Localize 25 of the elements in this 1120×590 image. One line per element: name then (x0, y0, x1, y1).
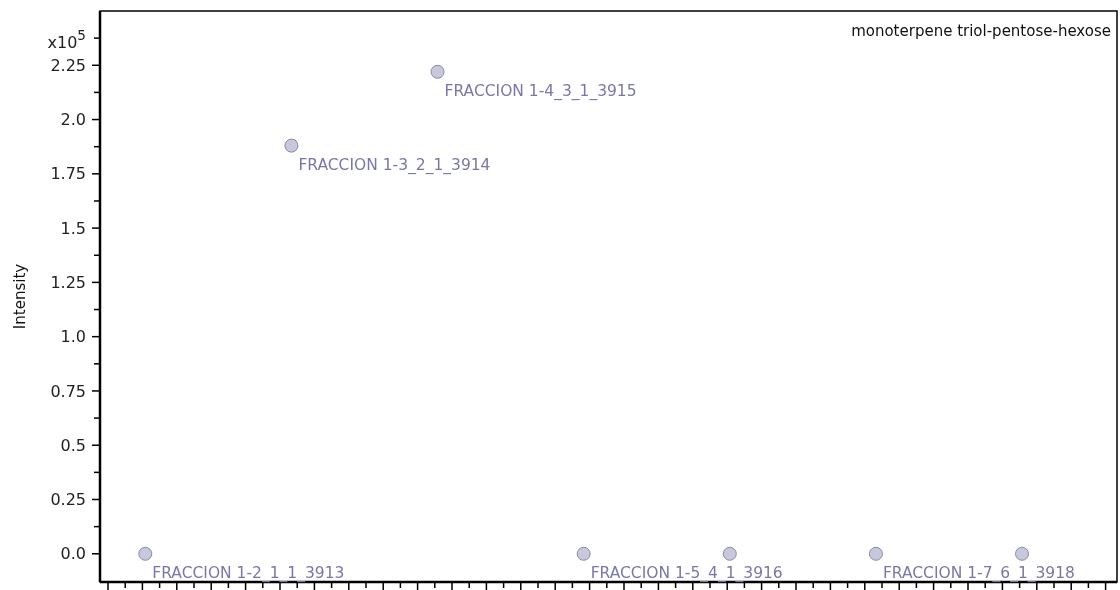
data-label: FRACCION 1-4_3_1_3915 (444, 81, 637, 101)
point (576, 546, 591, 561)
point (722, 546, 737, 561)
point (868, 546, 883, 561)
y-tick-label: 2.25 (50, 55, 86, 75)
y-tick-label: 0.25 (50, 490, 86, 510)
y-axis-title: Intensity (11, 263, 29, 330)
y-tick-label: 0.5 (60, 435, 86, 455)
y-tick-label: 1.5 (60, 218, 86, 238)
data-label: FRACCION 1-7_6_1_3918 (882, 563, 1075, 583)
y-tick-label: 0.75 (50, 381, 86, 401)
y-tick-label: 1.0 (60, 327, 86, 347)
y-tick-label: 1.25 (50, 272, 86, 292)
data-label: FRACCION 1-3_2_1_3914 (298, 155, 491, 175)
point (284, 138, 299, 153)
data-label: FRACCION 1-5_4_1_3916 (590, 563, 783, 583)
point (430, 64, 445, 79)
text: x10$^{5}$ (47, 27, 86, 53)
text: monoterpene triol-pentose-hexose (851, 22, 1111, 40)
point (1015, 546, 1030, 561)
y-tick-label: 1.75 (50, 164, 86, 184)
y-tick-label: 2.0 (60, 110, 86, 130)
point (138, 546, 153, 561)
data-label: FRACCION 1-2_1_1_3913 (152, 563, 345, 583)
y-tick-label: 0.0 (60, 544, 86, 564)
